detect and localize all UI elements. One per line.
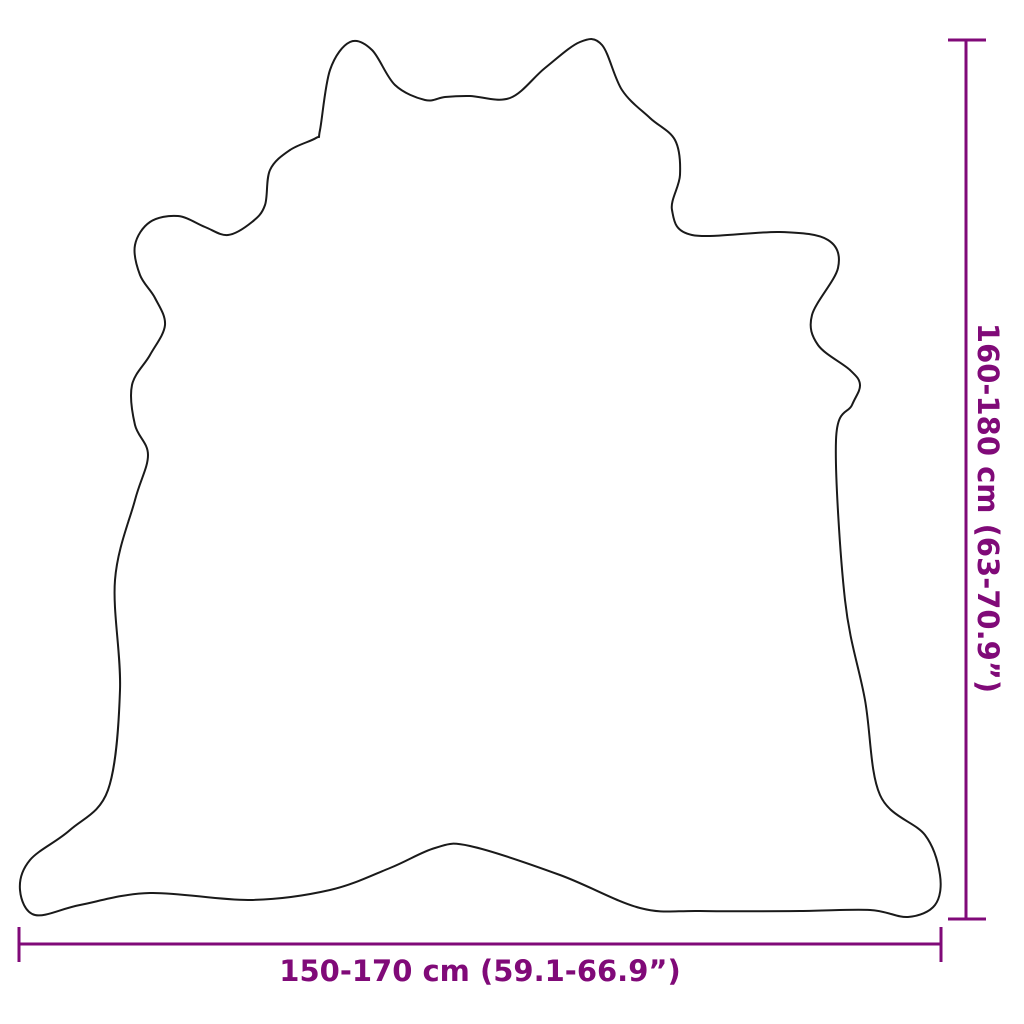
height-label: 160-180 cm (63-70.9”): [971, 323, 1005, 693]
width-label: 150-170 cm (59.1-66.9”): [279, 954, 680, 988]
width-dimension-line: [17, 927, 943, 962]
cowhide-rug-outline: [18, 38, 942, 919]
height-dimension-line: [948, 38, 986, 921]
